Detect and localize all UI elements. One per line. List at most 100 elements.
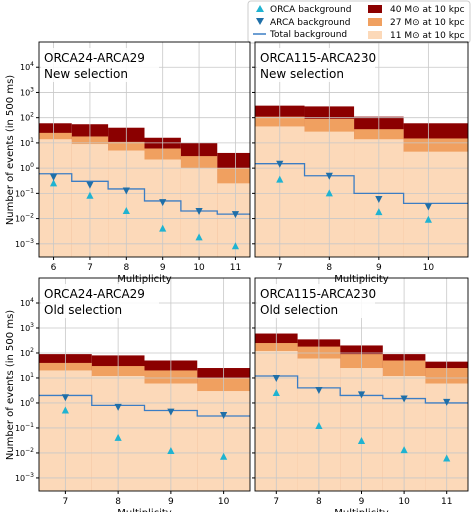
- y-tick-label: 10−1: [15, 422, 34, 433]
- panel-title: ORCA115-ARCA230: [260, 51, 376, 65]
- y-tick-label: 10−2: [15, 447, 34, 458]
- legend-orca-label: ORCA background: [270, 5, 351, 15]
- arca-marker: [272, 374, 280, 382]
- y-tick-exponent: −2: [25, 213, 34, 220]
- y-tick-label: 100: [20, 162, 34, 173]
- orca-marker: [61, 406, 69, 414]
- legend-arca-label: ARCA background: [270, 18, 351, 28]
- y-tick-exponent: 2: [30, 347, 34, 354]
- total-background-step: [39, 173, 250, 215]
- x-tick-label: 11: [441, 497, 452, 507]
- panel-title: ORCA115-ARCA230: [260, 287, 376, 301]
- y-tick-exponent: 3: [30, 322, 34, 329]
- legend-orca-marker: [256, 5, 264, 12]
- y-tick-label: 102: [20, 347, 34, 358]
- arca-marker: [443, 398, 451, 406]
- y-tick-exponent: −1: [25, 422, 34, 429]
- orca-marker: [220, 452, 228, 460]
- legend-total-label: Total background: [269, 30, 347, 40]
- orca-marker: [122, 206, 130, 214]
- y-tick-exponent: 4: [30, 61, 34, 68]
- orca-marker: [315, 421, 323, 429]
- arca-marker: [49, 173, 58, 181]
- y-tick-label: 103: [20, 86, 34, 97]
- arca-marker: [122, 187, 130, 195]
- legend-m11-label: 11 M⊙ at 10 kpc: [390, 31, 465, 41]
- arca-marker: [114, 403, 122, 411]
- arca-marker: [159, 199, 167, 207]
- orca-marker: [443, 454, 451, 462]
- x-tick-label: 6: [51, 263, 57, 273]
- legend: ORCA background ARCA background Total ba…: [247, 0, 471, 44]
- y-tick-exponent: −3: [25, 238, 34, 245]
- x-tick-label: 8: [115, 497, 121, 507]
- orca-marker: [325, 189, 333, 197]
- y-tick-exponent: −2: [25, 447, 34, 454]
- x-tick-label: 10: [398, 497, 410, 507]
- orca-marker: [400, 446, 408, 454]
- panel-title-bg: [41, 48, 159, 82]
- y-tick-exponent: 0: [30, 397, 34, 404]
- panel-subtitle: New selection: [260, 67, 344, 81]
- arca-marker: [61, 394, 69, 402]
- arca-marker: [357, 391, 366, 399]
- orca-marker: [231, 242, 240, 250]
- panel-title-bg: [257, 284, 375, 318]
- x-tick-label: 7: [277, 263, 283, 273]
- arca-marker: [231, 211, 240, 219]
- x-tick-label: 7: [87, 263, 93, 273]
- panel-title-bg: [41, 284, 159, 318]
- panel-title-bg: [257, 48, 375, 82]
- x-tick-label: 10: [423, 263, 435, 273]
- m11-band-bin: [39, 139, 72, 257]
- orca-marker: [114, 433, 122, 441]
- y-tick-label: 10−3: [15, 472, 34, 483]
- arca-marker: [400, 395, 408, 403]
- y-tick-exponent: −3: [25, 472, 34, 479]
- y-tick-label: 104: [20, 297, 34, 308]
- y-tick-label: 101: [20, 137, 34, 148]
- x-tick-label: 8: [316, 497, 322, 507]
- orca-marker: [375, 208, 383, 216]
- y-tick-label: 102: [20, 112, 34, 123]
- legend-m27-label: 27 M⊙ at 10 kpc: [390, 18, 465, 28]
- arca-marker: [276, 160, 284, 168]
- orca-marker: [276, 175, 284, 183]
- m11-band-bin: [217, 183, 250, 257]
- orca-marker: [86, 191, 94, 199]
- x-tick-label: 9: [359, 497, 365, 507]
- panel-frame: [38, 41, 251, 258]
- x-tick-label: 9: [376, 263, 382, 273]
- panel-plot-area: [39, 42, 250, 257]
- m11-band-bin: [403, 151, 468, 257]
- orca-marker: [357, 437, 366, 445]
- x-tick-label: 7: [63, 497, 69, 507]
- y-tick-label: 101: [20, 372, 34, 383]
- panel-frame: [38, 277, 251, 492]
- panel-3: 10−310−210−110010110210310478910Multipli…: [15, 277, 251, 512]
- y-axis-label-top: Number of events (in 500 ms): [5, 75, 16, 225]
- y-tick-exponent: 3: [30, 86, 34, 93]
- arca-marker: [424, 203, 432, 211]
- panel-plot-area: [255, 278, 468, 491]
- y-tick-label: 10−1: [15, 187, 34, 198]
- orca-marker: [195, 233, 203, 241]
- y-tick-exponent: 1: [30, 137, 34, 144]
- arca-marker: [195, 207, 203, 215]
- orca-marker: [49, 179, 58, 187]
- y-tick-exponent: 0: [30, 162, 34, 169]
- x-tick-label: 8: [123, 263, 129, 273]
- y-tick-exponent: 2: [30, 112, 34, 119]
- x-tick-label: 9: [168, 497, 174, 507]
- x-tick-label: 10: [218, 497, 230, 507]
- panel-subtitle: Old selection: [44, 303, 122, 317]
- legend-arca-marker: [256, 18, 264, 25]
- x-axis-label: Multiplicity: [117, 274, 172, 285]
- y-tick-label: 10−3: [15, 238, 34, 249]
- legend-m40-swatch: [368, 5, 382, 13]
- panel-4: 7 8 9 10 11 Multiplicity ORCA115-ARCA230 Old se…: [252, 277, 469, 512]
